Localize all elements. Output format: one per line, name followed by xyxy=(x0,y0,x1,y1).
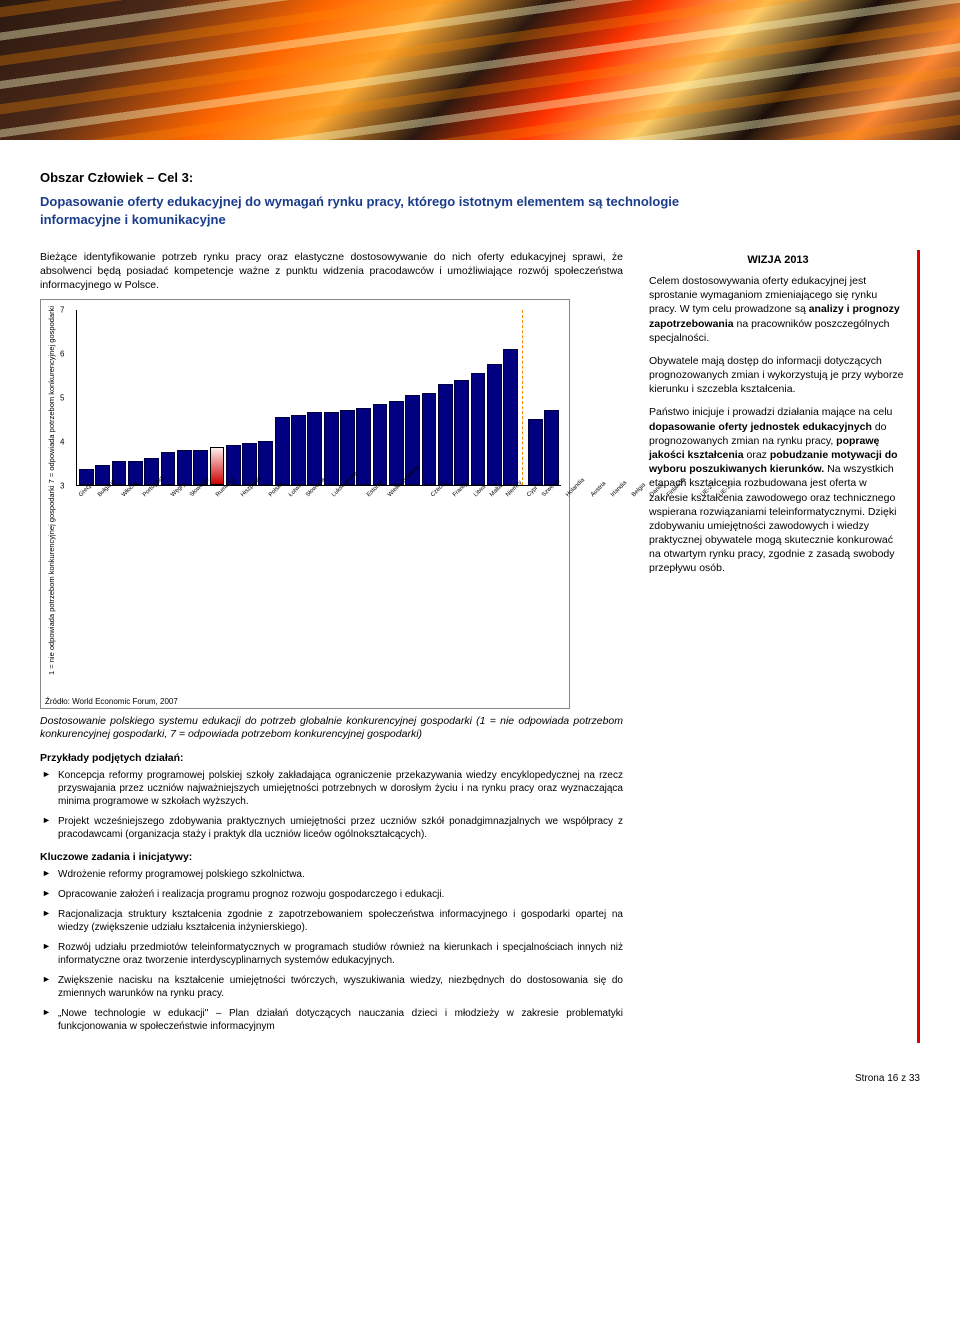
chart-bar xyxy=(356,408,371,485)
chart-bar-group xyxy=(528,419,543,485)
chart-bar xyxy=(210,447,225,484)
list-item: Koncepcja reformy programowej polskiej s… xyxy=(40,769,623,808)
banner-image xyxy=(0,0,960,140)
chart-bar xyxy=(389,401,404,484)
section-subheading: Dopasowanie oferty edukacyjnej do wymaga… xyxy=(40,193,680,228)
chart-ytick: 7 xyxy=(60,305,64,314)
list-item: Zwiększenie nacisku na kształcenie umiej… xyxy=(40,974,623,1000)
vision-text: Państwo inicjuje i prowadzi działania ma… xyxy=(649,406,892,418)
vision-text-bold: dopasowanie oferty jednostek edukacyjnyc… xyxy=(649,421,872,433)
chart-bar xyxy=(438,384,453,485)
chart-bar xyxy=(487,364,502,484)
examples-heading: Przykłady podjętych działań: xyxy=(40,752,623,764)
chart-bar xyxy=(324,412,339,484)
chart-bar xyxy=(307,412,322,484)
chart-container: 1 = nie odpowiada potrzebom konkurencyjn… xyxy=(40,299,570,709)
tasks-list: Wdrożenie reformy programowej polskiego … xyxy=(40,868,623,1033)
chart-separator xyxy=(522,310,523,485)
list-item: „Nowe technologie w edukacji" – Plan dzi… xyxy=(40,1007,623,1033)
chart-bar xyxy=(177,450,192,485)
chart-source: Źródło: World Economic Forum, 2007 xyxy=(45,697,565,706)
vision-paragraph-1: Celem dostosowywania oferty edukacyjnej … xyxy=(649,274,907,345)
chart-bar xyxy=(454,380,469,485)
tasks-heading: Kluczowe zadania i inicjatywy: xyxy=(40,851,623,863)
examples-list: Koncepcja reformy programowej polskiej s… xyxy=(40,769,623,841)
list-item: Racjonalizacja struktury kształcenia zgo… xyxy=(40,908,623,934)
chart-bar xyxy=(503,349,518,485)
list-item: Wdrożenie reformy programowej polskiego … xyxy=(40,868,623,881)
vision-paragraph-2: Obywatele mają dostęp do informacji doty… xyxy=(649,354,907,397)
vision-text: oraz xyxy=(744,449,770,461)
vision-sidebar: WIZJA 2013 Celem dostosowywania oferty e… xyxy=(645,250,920,1043)
section-heading: Obszar Człowiek – Cel 3: xyxy=(40,170,920,185)
chart-y-axis-label: 1 = nie odpowiada potrzebom konkurencyjn… xyxy=(45,306,58,675)
chart-caption: Dostosowanie polskiego systemu edukacji … xyxy=(40,715,623,742)
list-item: Rozwój udziału przedmiotów teleinformaty… xyxy=(40,941,623,967)
chart-bar xyxy=(275,417,290,485)
chart-bar xyxy=(373,404,388,485)
chart-plot-area: 34567GrecjaBułgariaWłochyPortugaliaWęgry… xyxy=(58,306,565,506)
page-footer: Strona 16 z 33 xyxy=(0,1063,960,1099)
chart-ytick: 6 xyxy=(60,349,64,358)
list-item: Opracowanie założeń i realizacja program… xyxy=(40,888,623,901)
page-content: Obszar Człowiek – Cel 3: Dopasowanie ofe… xyxy=(0,140,960,1063)
chart-ytick: 4 xyxy=(60,437,64,446)
vision-title: WIZJA 2013 xyxy=(649,254,907,266)
chart-ytick: 3 xyxy=(60,481,64,490)
chart-bar xyxy=(291,415,306,485)
list-item: Projekt wcześniejszego zdobywania prakty… xyxy=(40,815,623,841)
chart-bar xyxy=(471,373,486,485)
chart-bar-group xyxy=(544,410,559,484)
left-column: Bieżące identyfikowanie potrzeb rynku pr… xyxy=(40,250,623,1043)
chart-ytick: 5 xyxy=(60,393,64,402)
intro-paragraph: Bieżące identyfikowanie potrzeb rynku pr… xyxy=(40,250,623,293)
